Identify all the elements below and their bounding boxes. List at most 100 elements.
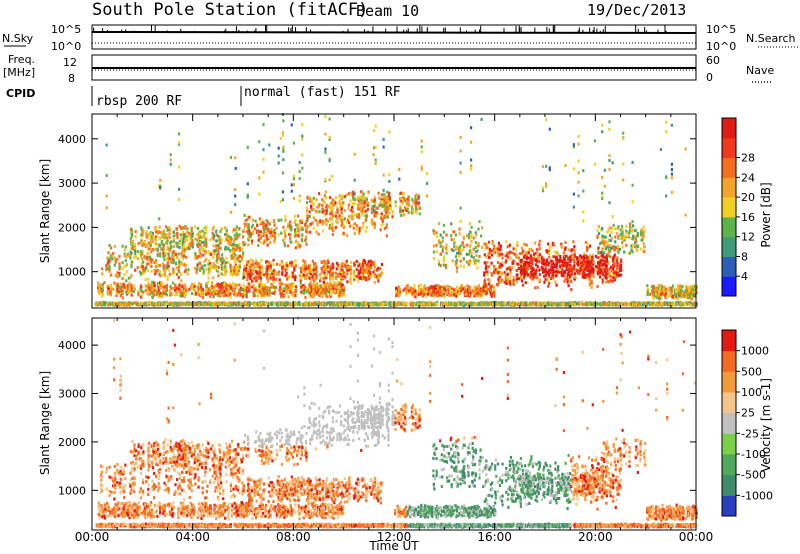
heatmap-cell (235, 248, 238, 252)
heatmap-cell (131, 302, 134, 306)
heatmap-cell (182, 243, 185, 247)
heatmap-cell (305, 287, 308, 291)
heatmap-cell (237, 269, 240, 273)
heatmap-cell (334, 282, 337, 286)
heatmap-cell (236, 272, 239, 276)
heatmap-cell (406, 302, 409, 306)
heatmap-cell (215, 239, 218, 243)
heatmap-cell (603, 302, 606, 306)
heatmap-cell (147, 302, 150, 306)
heatmap-cell (233, 272, 236, 276)
heatmap-cell (203, 243, 206, 247)
heatmap-cell (251, 277, 254, 281)
heatmap-cell (181, 231, 184, 234)
heatmap-cell (217, 254, 221, 258)
heatmap-cell (342, 290, 345, 294)
heatmap-cell (168, 247, 171, 251)
heatmap-cell (107, 251, 110, 255)
heatmap-cell (158, 236, 161, 240)
heatmap-cell (176, 236, 179, 239)
heatmap-cell (256, 270, 259, 274)
heatmap-cell (153, 303, 156, 307)
heatmap-cell (289, 290, 292, 294)
heatmap-cell (106, 264, 110, 268)
heatmap-cell (172, 250, 175, 254)
heatmap-cell (276, 271, 279, 275)
heatmap-cell (176, 293, 179, 297)
heatmap-cell (420, 301, 423, 305)
heatmap-cell (153, 301, 156, 305)
heatmap-cell (227, 236, 230, 240)
heatmap-cell (151, 301, 154, 305)
heatmap-cell (172, 267, 175, 271)
heatmap-cell (168, 225, 171, 229)
heatmap-cell (391, 303, 394, 307)
heatmap-cell (250, 279, 254, 283)
heatmap-cell (235, 244, 238, 247)
heatmap-cell (324, 289, 327, 293)
heatmap-cell (157, 243, 160, 247)
heatmap-cell (159, 252, 162, 256)
heatmap-cell (178, 287, 181, 291)
heatmap-cell (217, 274, 220, 278)
heatmap-cell (161, 262, 165, 266)
heatmap-cell (253, 266, 256, 270)
heatmap-cell (647, 301, 650, 305)
heatmap-cell (574, 301, 577, 305)
heatmap-cell (156, 252, 159, 256)
heatmap-cell (432, 303, 435, 307)
heatmap-cell (514, 302, 517, 306)
heatmap-cell (214, 249, 217, 253)
heatmap-cell (195, 291, 198, 295)
heatmap-cell (205, 285, 208, 289)
heatmap-cell (614, 301, 617, 305)
heatmap-cell (222, 259, 225, 263)
heatmap-cell (251, 263, 255, 267)
heatmap-cell (154, 235, 158, 239)
heatmap-cell (309, 263, 312, 267)
heatmap-cell (175, 290, 178, 293)
heatmap-cell (223, 285, 226, 289)
heatmap-cell (146, 258, 149, 262)
heatmap-cell (190, 229, 193, 233)
heatmap-cell (133, 249, 137, 253)
heatmap-cell (180, 262, 183, 266)
heatmap-cell (205, 268, 208, 271)
heatmap-cell (183, 240, 186, 244)
heatmap-cell (311, 274, 314, 278)
heatmap-cell (127, 276, 130, 280)
heatmap-cell (131, 247, 134, 251)
heatmap-cell (279, 288, 282, 292)
heatmap-cell (275, 278, 278, 282)
heatmap-cell (119, 286, 122, 290)
heatmap-cell (182, 254, 185, 258)
heatmap-cell (303, 291, 306, 294)
heatmap-cell (293, 268, 296, 272)
heatmap-cell (321, 290, 324, 293)
heatmap-cell (332, 290, 335, 294)
nsky-strip (91, 24, 697, 50)
heatmap-cell (147, 277, 150, 281)
heatmap-cell (230, 287, 233, 291)
heatmap-cell (147, 262, 150, 266)
heatmap-cell (227, 240, 230, 244)
heatmap-cell (163, 266, 166, 270)
heatmap-cell (176, 255, 179, 259)
heatmap-cell (130, 293, 133, 297)
heatmap-cell (299, 281, 302, 285)
heatmap-cell (311, 302, 314, 306)
heatmap-cell (182, 226, 185, 230)
heatmap-cell (285, 291, 288, 295)
heatmap-cell (134, 268, 137, 272)
heatmap-cell (266, 272, 269, 276)
heatmap-cell (420, 303, 423, 307)
heatmap-cell (315, 266, 318, 270)
heatmap-cell (188, 246, 191, 250)
heatmap-cell (179, 290, 182, 294)
heatmap-cell (294, 293, 297, 297)
cpid-label: CPID (6, 87, 35, 100)
heatmap-cell (157, 291, 160, 295)
heatmap-cell (167, 245, 170, 249)
heatmap-cell (332, 286, 335, 290)
heatmap-cell (186, 238, 189, 242)
